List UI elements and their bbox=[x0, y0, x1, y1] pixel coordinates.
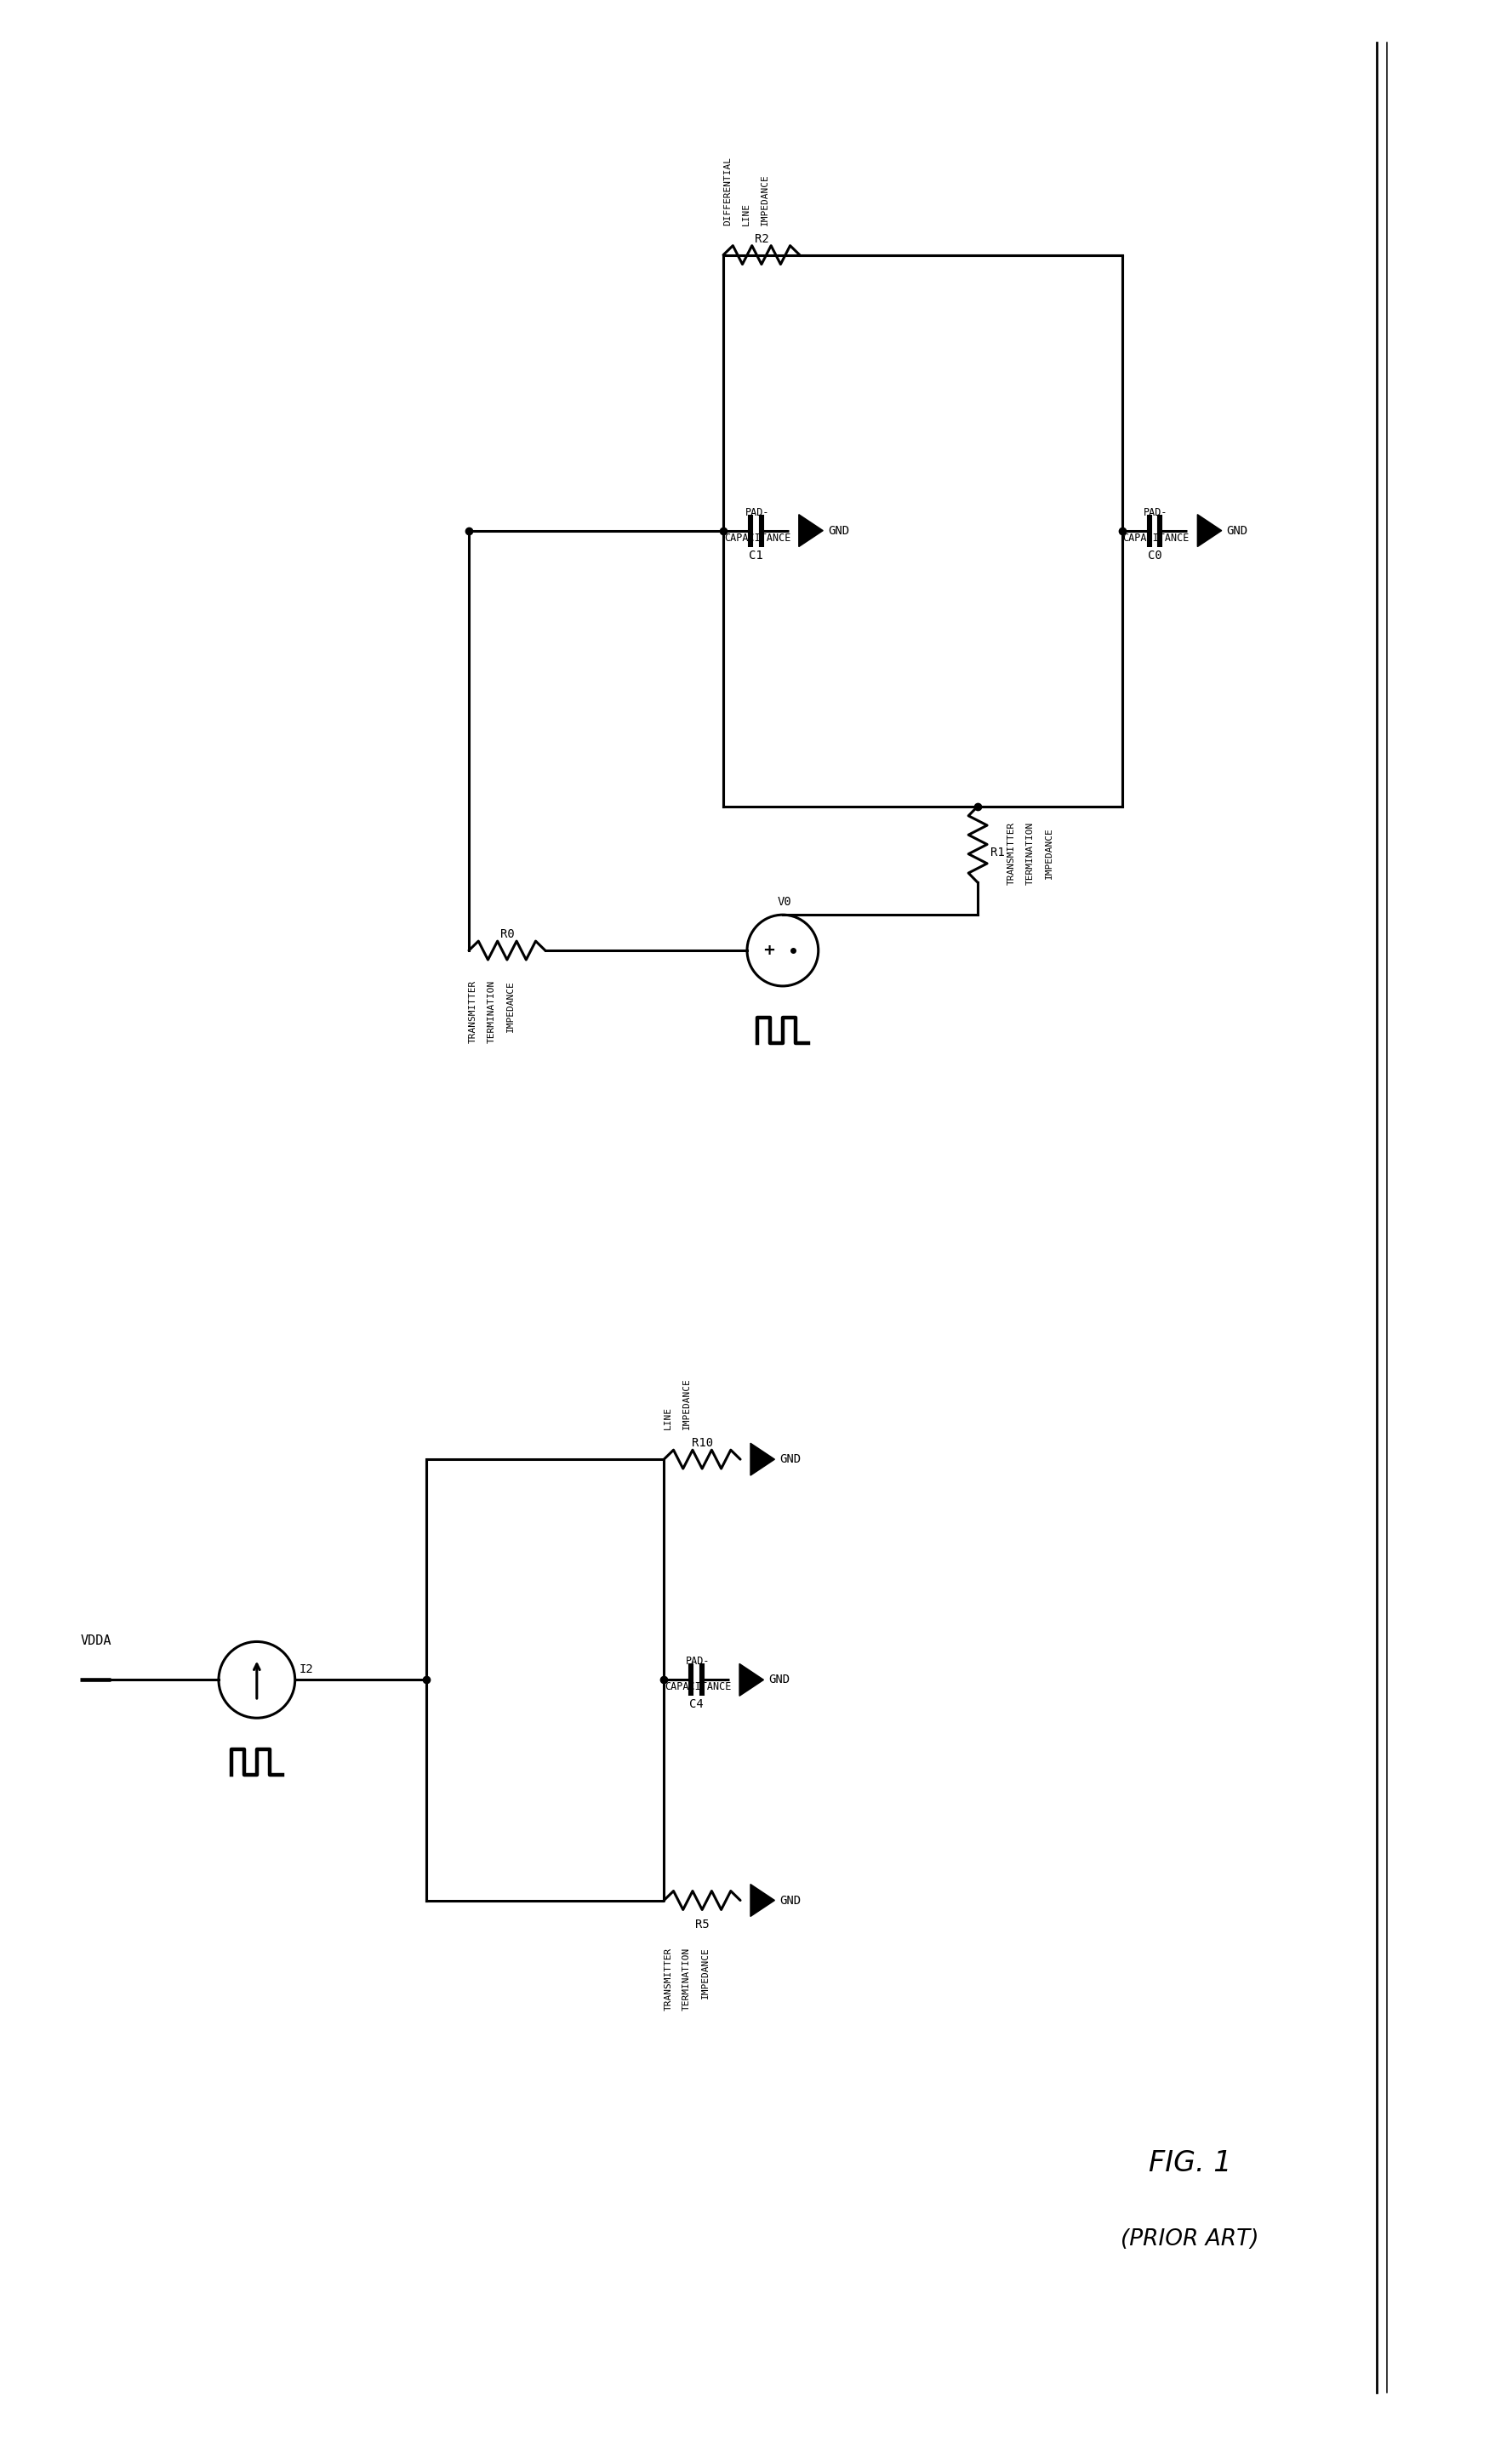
Text: (PRIOR ART): (PRIOR ART) bbox=[1121, 2227, 1259, 2250]
Text: FIG. 1: FIG. 1 bbox=[1148, 2149, 1232, 2178]
Polygon shape bbox=[750, 1444, 774, 1476]
Text: IMPEDANCE: IMPEDANCE bbox=[683, 1377, 691, 1429]
Text: CAPACITANCE: CAPACITANCE bbox=[1123, 532, 1189, 545]
Text: PAD-: PAD- bbox=[1144, 508, 1168, 517]
Text: R0: R0 bbox=[499, 929, 514, 941]
Text: DIFFERENTIAL: DIFFERENTIAL bbox=[724, 155, 733, 224]
Text: VDDA: VDDA bbox=[81, 1634, 111, 1648]
Text: TRANSMITTER: TRANSMITTER bbox=[469, 981, 477, 1042]
Text: IMPEDANCE: IMPEDANCE bbox=[761, 172, 768, 224]
Text: V0: V0 bbox=[777, 897, 791, 909]
Text: LINE: LINE bbox=[664, 1407, 673, 1429]
Polygon shape bbox=[798, 515, 822, 547]
Text: R5: R5 bbox=[695, 1919, 709, 1932]
Text: TERMINATION: TERMINATION bbox=[487, 981, 496, 1042]
Text: IMPEDANCE: IMPEDANCE bbox=[1045, 828, 1054, 880]
Text: TRANSMITTER: TRANSMITTER bbox=[1008, 821, 1017, 885]
Text: CAPACITANCE: CAPACITANCE bbox=[665, 1680, 731, 1693]
Text: R1: R1 bbox=[991, 848, 1005, 860]
Text: PAD-: PAD- bbox=[686, 1656, 710, 1668]
Text: IMPEDANCE: IMPEDANCE bbox=[701, 1947, 710, 1998]
Text: +: + bbox=[762, 944, 776, 958]
Text: R2: R2 bbox=[755, 234, 768, 244]
Text: CAPACITANCE: CAPACITANCE bbox=[724, 532, 791, 545]
Text: I2: I2 bbox=[299, 1663, 314, 1676]
Text: C1: C1 bbox=[749, 549, 762, 562]
Text: GND: GND bbox=[1227, 525, 1248, 537]
Text: IMPEDANCE: IMPEDANCE bbox=[507, 981, 514, 1032]
Text: GND: GND bbox=[780, 1454, 801, 1466]
Text: GND: GND bbox=[780, 1895, 801, 1907]
Text: C4: C4 bbox=[689, 1698, 704, 1710]
Text: R10: R10 bbox=[691, 1437, 713, 1449]
Polygon shape bbox=[750, 1885, 774, 1917]
Polygon shape bbox=[1197, 515, 1221, 547]
Text: LINE: LINE bbox=[742, 202, 750, 224]
Text: C0: C0 bbox=[1148, 549, 1162, 562]
Text: TRANSMITTER: TRANSMITTER bbox=[664, 1947, 673, 2011]
Text: TERMINATION: TERMINATION bbox=[683, 1947, 691, 2011]
Text: GND: GND bbox=[768, 1673, 789, 1685]
Text: TERMINATION: TERMINATION bbox=[1026, 821, 1035, 885]
Text: GND: GND bbox=[828, 525, 849, 537]
Polygon shape bbox=[740, 1663, 764, 1695]
Text: PAD-: PAD- bbox=[745, 508, 770, 517]
